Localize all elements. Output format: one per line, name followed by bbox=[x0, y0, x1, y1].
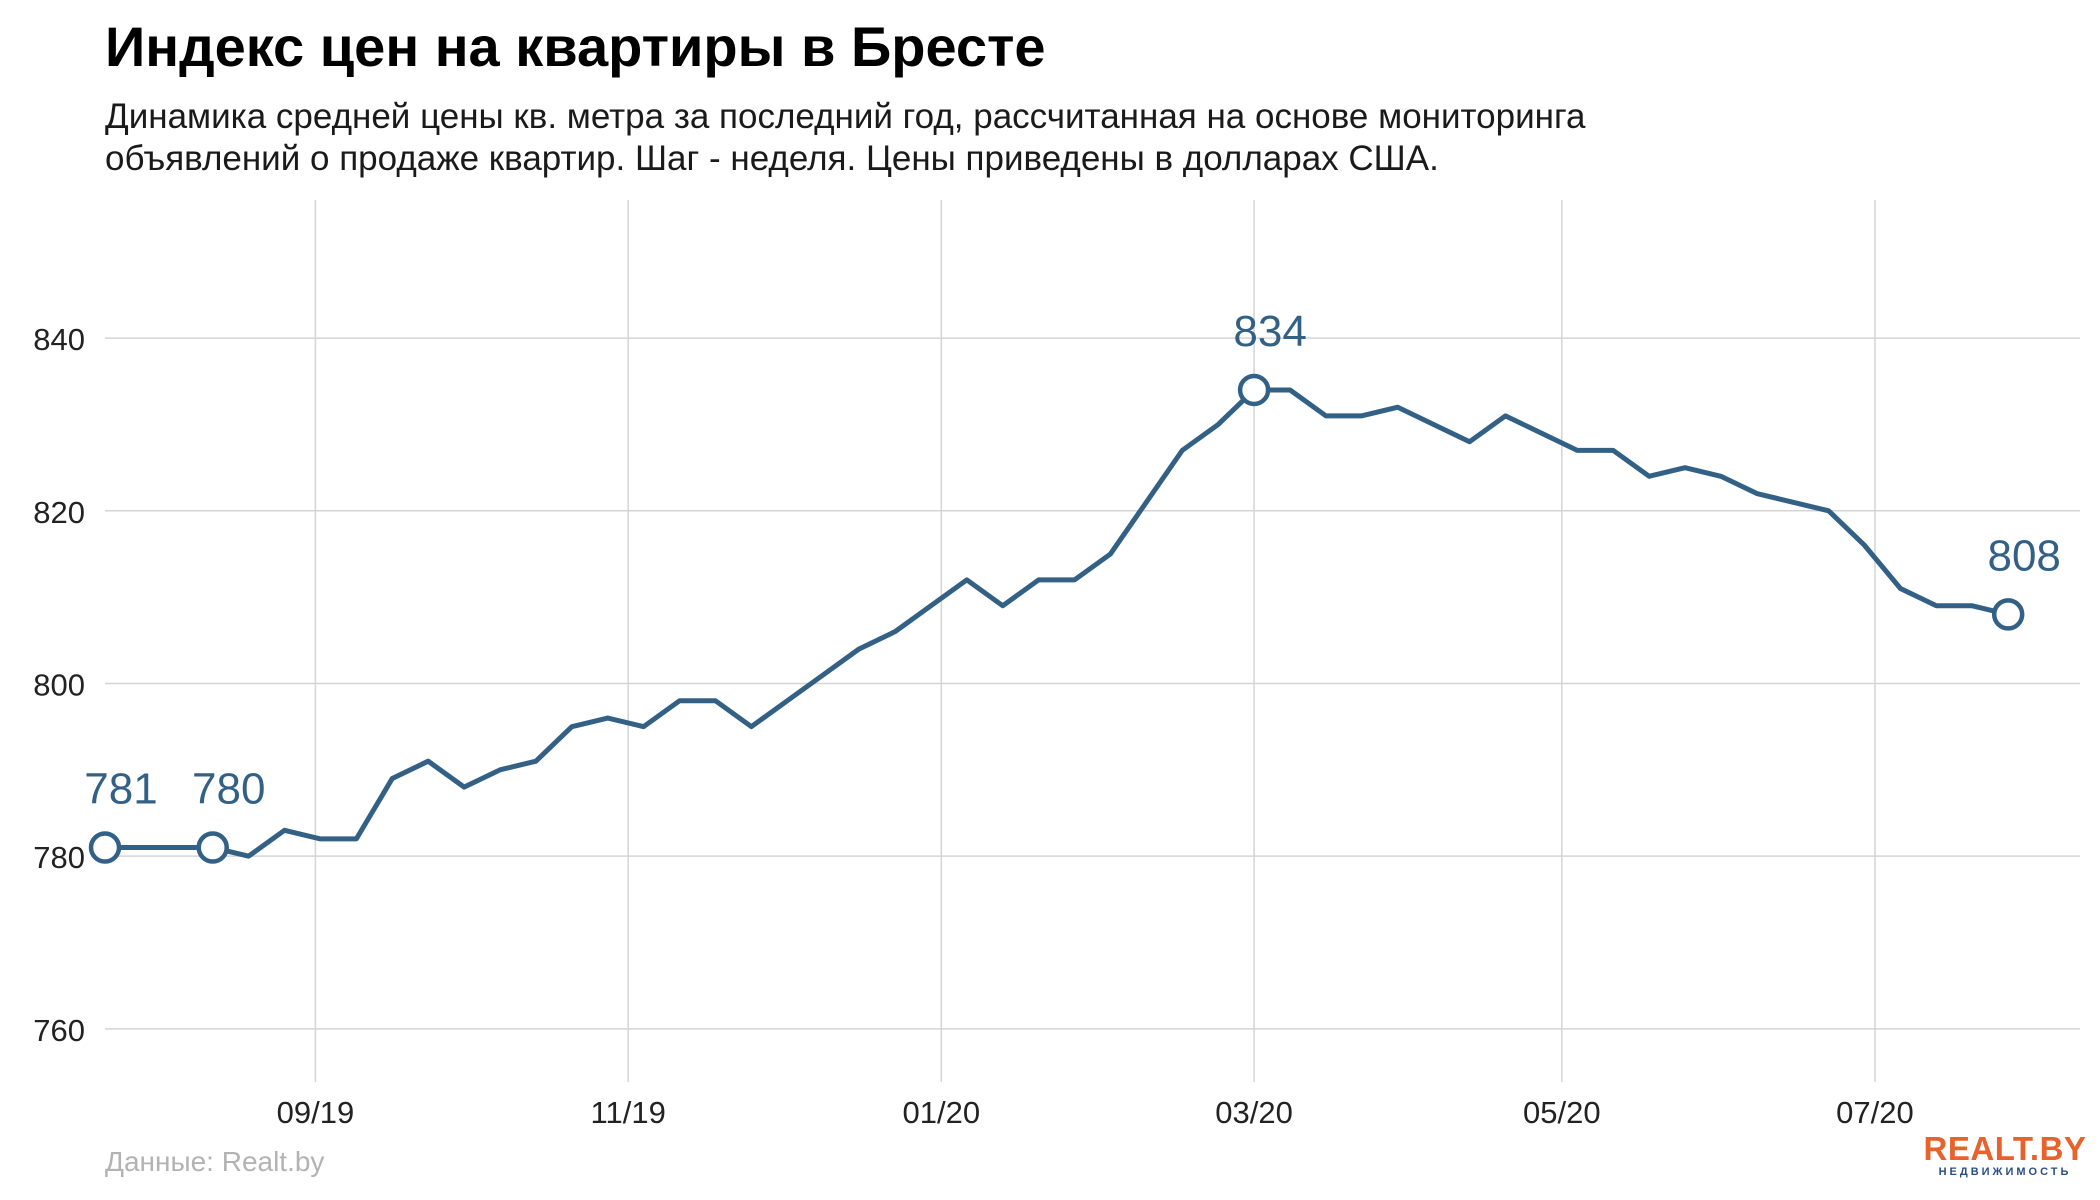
x-tick-label: 01/20 bbox=[903, 1095, 981, 1130]
point-value-label: 834 bbox=[1233, 307, 1306, 356]
y-tick-label: 800 bbox=[33, 667, 85, 702]
y-tick-label: 820 bbox=[33, 495, 85, 530]
data-source: Данные: Realt.by bbox=[105, 1146, 325, 1177]
annotated-point bbox=[1991, 598, 2025, 631]
y-tick-label: 760 bbox=[33, 1013, 85, 1048]
series-layer bbox=[102, 387, 2011, 859]
x-tick-label: 09/19 bbox=[277, 1095, 355, 1130]
point-value-label: 781 bbox=[84, 765, 157, 814]
annotations-layer: 781 780 834 808 bbox=[84, 307, 2061, 864]
x-tick-label: 07/20 bbox=[1836, 1095, 1914, 1130]
subtitle-line-1: Динамика средней цены кв. метра за после… bbox=[105, 97, 1586, 136]
annotated-point bbox=[196, 831, 229, 864]
point-value-label: 780 bbox=[192, 765, 265, 814]
logo-sub-text: НЕДВИЖИМОСТЬ bbox=[1938, 1166, 2072, 1178]
x-tick-label: 03/20 bbox=[1215, 1095, 1293, 1130]
point-value-label: 808 bbox=[1987, 531, 2060, 580]
y-tick-label: 840 bbox=[33, 322, 85, 357]
annotated-point bbox=[88, 831, 122, 864]
logo-main-text: REALT.BY bbox=[1923, 1130, 2087, 1167]
grid-lines bbox=[105, 200, 2080, 1082]
chart-title: Индекс цен на квартиры в Бресте bbox=[105, 15, 1046, 78]
y-tick-label: 780 bbox=[33, 840, 85, 875]
subtitle-line-2: объявлений о продаже квартир. Шаг - неде… bbox=[105, 139, 1439, 178]
y-axis: 760 780 800 820 840 bbox=[33, 322, 85, 1048]
x-axis: 09/19 11/19 01/20 03/20 05/20 07/20 bbox=[277, 1095, 1914, 1130]
chart-subtitle: Динамика средней цены кв. метра за после… bbox=[105, 96, 1585, 180]
series-line bbox=[102, 387, 2011, 859]
x-tick-label: 05/20 bbox=[1523, 1095, 1601, 1130]
realt-logo: REALT.BY НЕДВИЖИМОСТЬ bbox=[1920, 1130, 2090, 1179]
annotated-point bbox=[1237, 373, 1271, 407]
x-tick-label: 11/19 bbox=[591, 1095, 666, 1130]
